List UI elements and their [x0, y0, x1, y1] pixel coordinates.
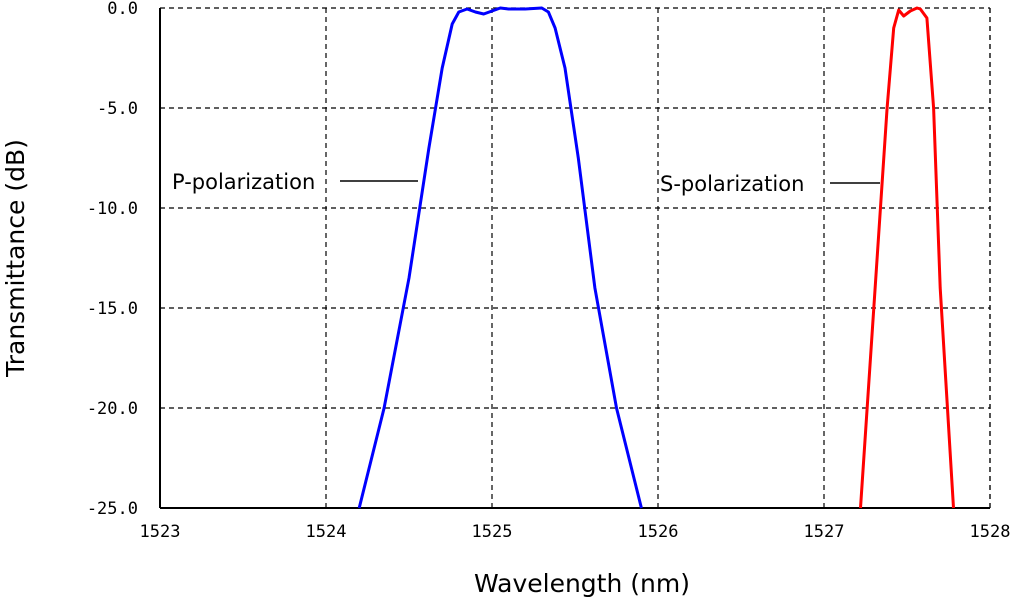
- y-tick-label: -15.0: [87, 299, 138, 319]
- x-axis-title: Wavelength (nm): [474, 569, 690, 598]
- y-tick-label: -5.0: [97, 99, 138, 119]
- x-tick-label: 1526: [638, 522, 679, 542]
- y-axis-title: Transmittance (dB): [1, 139, 30, 378]
- annotation-layer: P-polarization S-polarization: [172, 170, 880, 196]
- series-annotation: S-polarization: [660, 172, 804, 196]
- x-tick-labels: 1523 1524 1525 1526 1527 1528: [140, 522, 1011, 542]
- y-tick-label: -25.0: [87, 499, 138, 519]
- p-polarization-line: [357, 6, 643, 509]
- x-tick-label: 1523: [140, 522, 181, 542]
- series-layer: [357, 6, 955, 509]
- y-tick-label: 0.0: [107, 0, 138, 19]
- s-polarization-line: [859, 6, 955, 509]
- plot-frame: [159, 8, 991, 509]
- x-tick-label: 1527: [804, 522, 845, 542]
- y-tick-label: -20.0: [87, 399, 138, 419]
- y-tick-labels: 0.0 -5.0 -10.0 -15.0 -20.0 -25.0: [87, 0, 138, 519]
- x-tick-label: 1528: [970, 522, 1011, 542]
- x-tick-label: 1525: [472, 522, 513, 542]
- y-tick-label: -10.0: [87, 199, 138, 219]
- x-tick-label: 1524: [306, 522, 347, 542]
- series-annotation: P-polarization: [172, 170, 315, 194]
